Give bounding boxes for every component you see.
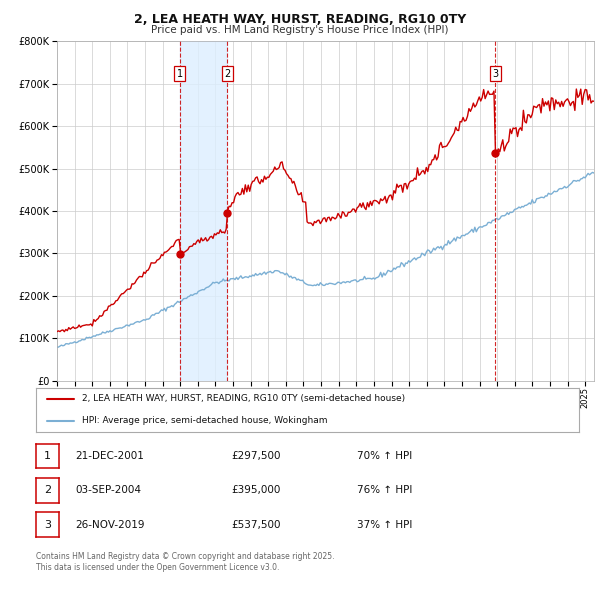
Text: 2, LEA HEATH WAY, HURST, READING, RG10 0TY (semi-detached house): 2, LEA HEATH WAY, HURST, READING, RG10 0… — [82, 394, 405, 403]
Text: Contains HM Land Registry data © Crown copyright and database right 2025.
This d: Contains HM Land Registry data © Crown c… — [36, 552, 335, 572]
Text: £297,500: £297,500 — [231, 451, 281, 461]
Text: 70% ↑ HPI: 70% ↑ HPI — [357, 451, 412, 461]
Text: 26-NOV-2019: 26-NOV-2019 — [75, 520, 145, 529]
Text: 1: 1 — [176, 68, 183, 78]
Text: £537,500: £537,500 — [231, 520, 281, 529]
Text: Price paid vs. HM Land Registry's House Price Index (HPI): Price paid vs. HM Land Registry's House … — [151, 25, 449, 35]
Text: 1: 1 — [44, 451, 51, 461]
Text: £395,000: £395,000 — [231, 486, 280, 495]
Bar — [180, 41, 227, 381]
Text: 76% ↑ HPI: 76% ↑ HPI — [357, 486, 412, 495]
Text: 2: 2 — [44, 486, 51, 495]
Text: HPI: Average price, semi-detached house, Wokingham: HPI: Average price, semi-detached house,… — [82, 417, 328, 425]
Text: 2: 2 — [224, 68, 230, 78]
Text: 03-SEP-2004: 03-SEP-2004 — [75, 486, 141, 495]
Text: 2, LEA HEATH WAY, HURST, READING, RG10 0TY: 2, LEA HEATH WAY, HURST, READING, RG10 0… — [134, 13, 466, 26]
Text: 37% ↑ HPI: 37% ↑ HPI — [357, 520, 412, 529]
Text: 3: 3 — [493, 68, 499, 78]
Text: 3: 3 — [44, 520, 51, 529]
Text: 21-DEC-2001: 21-DEC-2001 — [75, 451, 144, 461]
